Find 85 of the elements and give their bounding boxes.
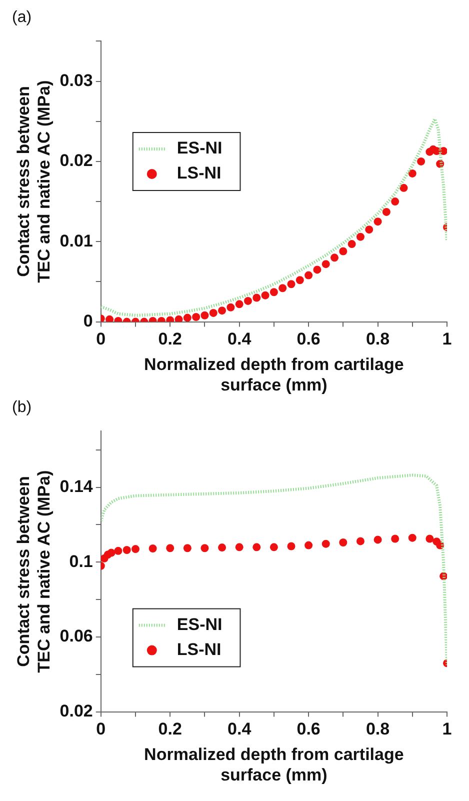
point [313, 266, 322, 274]
y-tick-label: 0.06 [60, 626, 93, 646]
line-series [100, 474, 447, 667]
x-axis-title: Normalized depth from cartilage surface (mm) [144, 355, 404, 394]
legend-label: ES-NI [176, 614, 222, 634]
point [400, 184, 408, 192]
x-tick-label: 0.6 [296, 720, 320, 739]
point [244, 296, 252, 305]
point [252, 543, 261, 552]
point [304, 271, 313, 280]
legend-label: LS-NI [176, 640, 222, 659]
point [218, 306, 226, 315]
x-tick-label: 0.4 [228, 720, 252, 739]
x-tick-label: 0.4 [228, 330, 252, 349]
y-tick-label: 0.03 [60, 70, 93, 90]
point [391, 534, 400, 543]
x-axis-title: Normalized depth from cartilage surface (mm) [144, 745, 404, 784]
x-tick-label: 0.2 [158, 720, 182, 739]
point [148, 544, 157, 552]
point [391, 198, 400, 206]
y-tick-label: 0.14 [60, 477, 94, 496]
point [322, 540, 330, 548]
point [174, 315, 183, 322]
x-tick-label: 0.6 [296, 330, 320, 349]
x-tick-label: 0 [96, 720, 106, 739]
x-tick-label: 0 [96, 330, 106, 349]
point [166, 544, 174, 552]
point [287, 542, 296, 550]
point [426, 534, 434, 543]
y-tick-label: 0.1 [69, 552, 93, 571]
point [183, 544, 192, 552]
point [200, 544, 209, 552]
point [356, 232, 364, 241]
point [107, 548, 116, 557]
point [296, 276, 304, 284]
point [235, 543, 244, 552]
point [270, 543, 278, 552]
point [226, 303, 235, 312]
x-tick-label: 0.2 [158, 330, 182, 349]
point [261, 291, 270, 300]
point [356, 537, 364, 546]
point [235, 300, 244, 308]
legend-label: LS-NI [176, 164, 222, 183]
point [339, 538, 348, 547]
point [192, 312, 200, 321]
point [278, 284, 287, 292]
point [348, 240, 356, 248]
point [270, 288, 278, 296]
y-tick-label: 0.01 [60, 231, 93, 250]
chart-title: (a) [12, 9, 32, 26]
x-tick-label: 0.8 [366, 330, 390, 349]
y-tick-label: 0.02 [60, 701, 93, 720]
point [382, 208, 390, 216]
point [304, 541, 313, 550]
point [106, 315, 114, 322]
chart-title: (b) [12, 399, 32, 416]
legend-label: ES-NI [176, 138, 222, 158]
point [408, 169, 416, 178]
point [209, 308, 218, 317]
point [440, 147, 447, 156]
point [432, 147, 441, 156]
point [287, 280, 296, 288]
point [218, 544, 226, 552]
point [132, 545, 140, 554]
point [252, 294, 261, 302]
point [408, 534, 416, 542]
point [330, 254, 339, 262]
point [183, 314, 192, 322]
point [200, 311, 209, 320]
point [114, 546, 122, 555]
y-axis-title: Contact stress between TEC and native AC (MPa) [14, 80, 54, 283]
point [322, 260, 330, 268]
line-series [100, 117, 447, 317]
point [374, 218, 382, 226]
point [339, 247, 348, 256]
x-tick-label: 0.8 [366, 720, 390, 739]
y-tick-label: 0.02 [60, 151, 93, 170]
x-tick-label: 1 [442, 720, 452, 739]
y-axis-title: Contact stress between TEC and native AC (MPa) [14, 470, 54, 673]
point [374, 536, 382, 544]
point [417, 157, 426, 166]
x-tick-label: 1 [442, 330, 452, 349]
point [365, 226, 374, 234]
y-tick-label: 0 [83, 311, 93, 330]
point [122, 546, 131, 554]
